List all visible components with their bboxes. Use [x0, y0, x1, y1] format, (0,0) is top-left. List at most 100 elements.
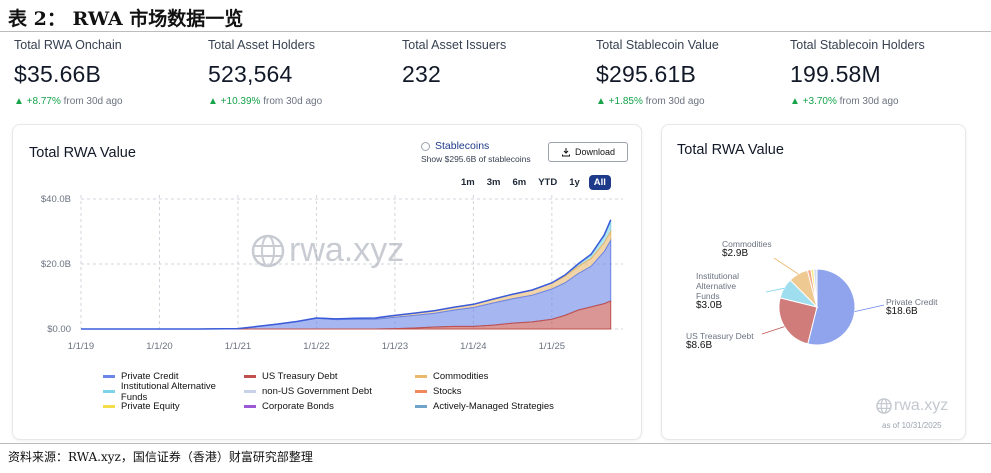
stat-change: ▲ +8.77% from 30d ago [14, 96, 204, 107]
stat-asset-holders: Total Asset Holders 523,564 ▲ +10.39% fr… [208, 38, 398, 107]
legend-item[interactable]: non-US Government Debt [244, 385, 415, 398]
stat-label: Total Stablecoin Holders [790, 38, 925, 52]
pie-leader-line [761, 326, 785, 335]
area-chart: 1/1/19 1/1/20 1/1/21 1/1/22 1/1/23 1/1/24 1/1/… [41, 194, 623, 352]
change-percent: ▲ +8.77% [14, 96, 61, 107]
legend-label: Actively-Managed Strategies [433, 401, 554, 412]
range-tabs: 1m 3m 6m YTD 1y All [458, 175, 611, 190]
chart-title: Total RWA Value [29, 145, 136, 161]
legend-item[interactable]: US Treasury Debt [244, 370, 415, 383]
pie-label-institutional: Institutional Alternative Funds $3.0B [696, 271, 739, 311]
legend-swatch [244, 390, 256, 393]
legend-label: US Treasury Debt [262, 371, 338, 382]
x-tick-label: 1/1/25 [539, 341, 565, 352]
change-period: from 30d ago [263, 96, 323, 107]
legend-swatch [244, 405, 256, 408]
change-percent: ▲ +1.85% [596, 96, 643, 107]
globe-icon [251, 234, 285, 267]
legend-item[interactable]: Institutional Alternative Funds [103, 381, 244, 403]
watermark-text: rwa.xyz [894, 397, 949, 414]
range-tab-1y[interactable]: 1y [569, 177, 580, 188]
stat-value: 523,564 [208, 61, 293, 87]
change-percent: ▲ +3.70% [790, 96, 837, 107]
range-tab-1m[interactable]: 1m [461, 177, 475, 188]
x-tick-label: 1/1/19 [68, 341, 94, 352]
change-percent: ▲ +10.39% [208, 96, 261, 107]
stablecoins-subtext: Show $295.6B of stablecoins [421, 154, 531, 164]
stat-value: 199.58M [790, 61, 881, 87]
pie-label-name: Alternative [696, 281, 737, 291]
legend-item[interactable]: Commodities [415, 370, 565, 383]
legend-item[interactable]: Corporate Bonds [244, 400, 415, 413]
legend-swatch [103, 390, 115, 393]
change-period: from 30d ago [645, 96, 705, 107]
legend-label: Corporate Bonds [262, 401, 334, 412]
stat-value: $295.61B [596, 61, 697, 87]
x-tick-label: 1/1/24 [460, 341, 486, 352]
stat-label: Total Stablecoin Value [596, 38, 719, 52]
y-tick-label: $20.0B [41, 259, 71, 270]
pie-leader-line [854, 304, 885, 313]
legend-swatch [415, 390, 427, 393]
stat-change: ▲ +3.70% from 30d ago [790, 96, 980, 107]
source-note: 资料来源：RWA.xyz，国信证券（香港）财富研究部整理 [8, 450, 313, 464]
chart-legend: Private Credit US Treasury Debt Commoditie… [103, 370, 603, 413]
pie-label-name: Funds [696, 291, 720, 301]
stablecoins-toggle[interactable]: Stablecoins [421, 140, 489, 152]
stat-value: 232 [402, 61, 441, 87]
x-tick-label: 1/1/22 [303, 341, 329, 352]
chart-watermark: rwa.xyz [251, 231, 404, 270]
radio-icon [421, 141, 430, 151]
legend-swatch [244, 375, 256, 378]
legend-label: Stocks [433, 386, 462, 397]
download-label: Download [574, 147, 616, 157]
legend-label: Commodities [433, 371, 489, 382]
legend-swatch [415, 375, 427, 378]
pie-label-value: $2.9B [722, 248, 749, 259]
change-period: from 30d ago [839, 96, 899, 107]
legend-item[interactable]: Stocks [415, 385, 565, 398]
pie-leader-line [765, 287, 785, 293]
stat-change: ▲ +10.39% from 30d ago [208, 96, 398, 107]
legend-item[interactable]: Private Credit [103, 370, 244, 383]
legend-item[interactable]: Private Equity [103, 400, 244, 413]
pie-watermark: rwa.xyz [876, 397, 948, 415]
footer-divider [0, 443, 991, 444]
change-period: from 30d ago [63, 96, 123, 107]
rwa-pie-card: Total RWA Value Commodities $2.9B Institu… [661, 124, 966, 440]
x-tick-label: 1/1/21 [225, 341, 251, 352]
range-tab-6m[interactable]: 6m [512, 177, 527, 188]
download-button[interactable]: Download [548, 142, 628, 162]
pie-label-treasury: US Treasury Debt $8.6B [686, 331, 754, 351]
y-tick-label: $40.0B [41, 194, 71, 205]
y-tick-label: $0.00 [47, 324, 71, 335]
stablecoins-label: Stablecoins [435, 140, 490, 152]
area-series-us-treasury-debt [81, 300, 612, 330]
range-tab-all[interactable]: All [588, 175, 611, 190]
legend-item[interactable]: Actively-Managed Strategies [415, 400, 565, 413]
legend-label: Private Credit [121, 371, 179, 382]
pie-label-value: $8.6B [686, 340, 713, 351]
pie-slice-us-treasury-debt [778, 297, 818, 345]
rwa-value-chart-card: Total RWA Value Stablecoins Show $295.6B… [12, 124, 642, 440]
download-icon [561, 148, 570, 157]
stat-stablecoin-holders: Total Stablecoin Holders 199.58M ▲ +3.70… [790, 38, 980, 107]
pie-label-name: Private Credit [886, 297, 938, 307]
legend-swatch [415, 405, 427, 408]
pie-label-value: $3.0B [696, 300, 723, 311]
range-tab-3m[interactable]: 3m [486, 177, 501, 188]
stat-label: Total Asset Holders [208, 38, 315, 52]
figure-caption: 表 2： RWA 市场数据一览 [8, 8, 244, 30]
x-tick-label: 1/1/20 [146, 341, 172, 352]
legend-label: Private Equity [121, 401, 180, 412]
watermark-text: rwa.xyz [289, 231, 405, 269]
stat-stablecoin-value: Total Stablecoin Value $295.61B ▲ +1.85%… [596, 38, 786, 107]
pie-leader-line [773, 257, 799, 275]
pie-label-private-credit: Private Credit $18.6B [886, 297, 938, 317]
stat-value: $35.66B [14, 61, 102, 87]
stat-total-rwa: Total RWA Onchain $35.66B ▲ +8.77% from … [14, 38, 204, 107]
pie-title: Total RWA Value [677, 142, 784, 158]
range-tab-ytd[interactable]: YTD [538, 177, 558, 188]
caption-divider [0, 31, 991, 32]
total-line [81, 219, 612, 330]
